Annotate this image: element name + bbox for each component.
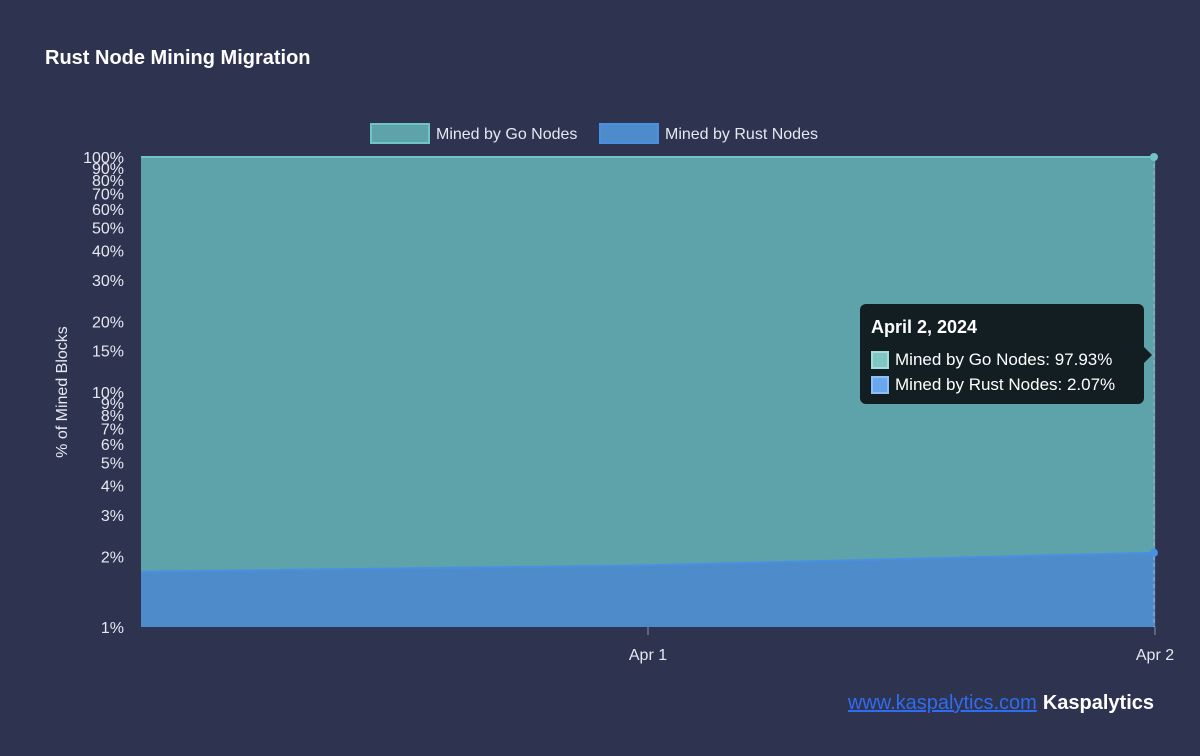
footer: www.kaspalytics.com Kaspalytics — [848, 692, 1154, 715]
chart-title: Rust Node Mining Migration — [45, 47, 311, 69]
hover-point-rust — [1150, 548, 1158, 557]
y-tick-label: 50% — [92, 221, 124, 238]
hover-tooltip: April 2, 2024 Mined by Go Nodes: 97.93% … — [860, 304, 1152, 404]
tooltip-row-go: Mined by Go Nodes: 97.93% — [871, 347, 1133, 372]
y-tick-label: 9% — [101, 396, 124, 413]
y-axis-title: % of Mined Blocks — [54, 326, 71, 458]
y-tick-label: 60% — [92, 202, 124, 219]
y-tick-label: 2% — [101, 549, 124, 566]
x-tick-label: Apr 2 — [1136, 647, 1174, 664]
x-axis-ticks: Apr 1 Apr 2 — [629, 627, 1174, 664]
legend-label-rust: Mined by Rust Nodes — [665, 126, 818, 143]
tooltip-swatch-go — [871, 350, 889, 369]
chart-areas — [140, 153, 1158, 627]
tooltip-row-rust: Mined by Rust Nodes: 2.07% — [871, 372, 1133, 397]
tooltip-label-go: Mined by Go Nodes: 97.93% — [895, 349, 1113, 369]
y-tick-label: 100% — [83, 150, 124, 167]
series-area-rust — [141, 552, 1155, 627]
y-tick-label: 10% — [92, 385, 124, 402]
y-tick-label: 40% — [92, 244, 124, 261]
kaspalytics-link[interactable]: www.kaspalytics.com — [847, 692, 1037, 714]
y-tick-label: 5% — [101, 456, 124, 473]
x-tick-label: Apr 1 — [629, 647, 667, 664]
legend-label-go: Mined by Go Nodes — [436, 126, 577, 143]
y-tick-label: 4% — [101, 479, 124, 496]
y-tick-label: 3% — [101, 508, 124, 525]
legend-item-rust[interactable]: Mined by Rust Nodes — [599, 123, 818, 144]
y-tick-label: 20% — [92, 314, 124, 331]
y-tick-label: 1% — [101, 620, 124, 637]
y-tick-label: 8% — [101, 408, 124, 425]
legend-swatch-rust — [599, 123, 659, 144]
y-axis-ticks: 1% 2% 3% 4% 5% 6%7%8%9%10% 15% 20% 30% 40% 50% 60%7… — [83, 150, 124, 637]
y-tick-label: 90% — [92, 161, 124, 178]
tooltip-title: April 2, 2024 — [871, 317, 978, 337]
legend[interactable]: Mined by Go Nodes Mined by Rust Nodes — [370, 123, 818, 144]
brand-name: Kaspalytics — [1042, 692, 1154, 714]
y-tick-label: 70% — [92, 186, 124, 203]
y-tick-label: 80% — [92, 173, 124, 190]
series-line-rust — [140, 551, 1156, 573]
series-area-go — [141, 157, 1155, 572]
y-tick-label: 7% — [101, 421, 124, 438]
hover-point-go — [1150, 153, 1158, 161]
y-tick-label: 30% — [92, 273, 124, 290]
tooltip-label-rust: Mined by Rust Nodes: 2.07% — [895, 374, 1116, 394]
legend-swatch-go — [370, 123, 430, 144]
legend-item-go[interactable]: Mined by Go Nodes — [370, 123, 577, 144]
y-tick-label: 15% — [92, 344, 124, 361]
y-tick-label: 6% — [101, 437, 124, 454]
tooltip-swatch-rust — [871, 375, 889, 394]
